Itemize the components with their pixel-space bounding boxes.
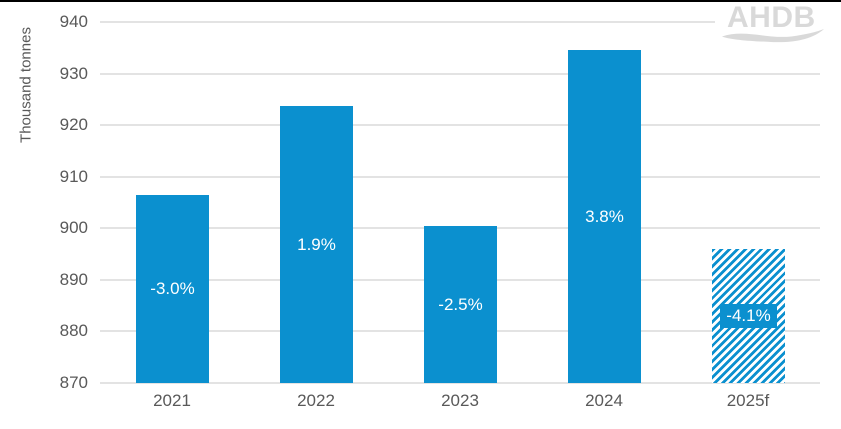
bar-2023: -2.5%	[424, 226, 497, 383]
gridline-940	[100, 21, 820, 23]
x-tick-label-2021: 2021	[153, 391, 191, 410]
x-tick-label-2024: 2024	[585, 391, 623, 410]
bar-2021: -3.0%	[136, 195, 209, 383]
y-tick-label-880: 880	[59, 321, 88, 340]
y-tick-label-910: 910	[59, 167, 88, 186]
bar-value-label-2025f: -4.1%	[720, 304, 777, 328]
y-tick-label-890: 890	[59, 270, 88, 289]
x-tick-label-2023: 2023	[441, 391, 479, 410]
gridline-870	[100, 382, 820, 384]
y-tick-label-900: 900	[59, 218, 88, 237]
x-tick-label-2022: 2022	[297, 391, 335, 410]
bar-value-label-2023: -2.5%	[438, 294, 483, 314]
plot-area: -3.0% 1.9% -2.5% 3.8% -4.1%	[100, 21, 820, 384]
top-border-line	[0, 0, 841, 2]
y-tick-label-920: 920	[59, 115, 88, 134]
ahdb-logo: AHDB	[715, 2, 839, 60]
y-tick-label-930: 930	[59, 64, 88, 83]
bar-value-label-2022: 1.9%	[297, 234, 336, 254]
y-tick-label-940: 940	[59, 12, 88, 31]
ahdb-logo-swoosh-icon	[722, 28, 824, 43]
gridline-920	[100, 124, 820, 126]
bar-value-label-2021: -3.0%	[150, 279, 195, 298]
gridline-910	[100, 176, 820, 178]
x-tick-label-2025f: 2025f	[726, 391, 770, 410]
gridline-930	[100, 73, 820, 75]
bar-2022: 1.9%	[280, 106, 353, 383]
bar-2024: 3.8%	[568, 50, 641, 383]
ahdb-logo-text: AHDB	[727, 1, 816, 34]
y-tick-label-870: 870	[59, 373, 88, 392]
bar-2025f: -4.1%	[712, 249, 785, 383]
bar-value-label-2024: 3.8%	[585, 206, 624, 226]
